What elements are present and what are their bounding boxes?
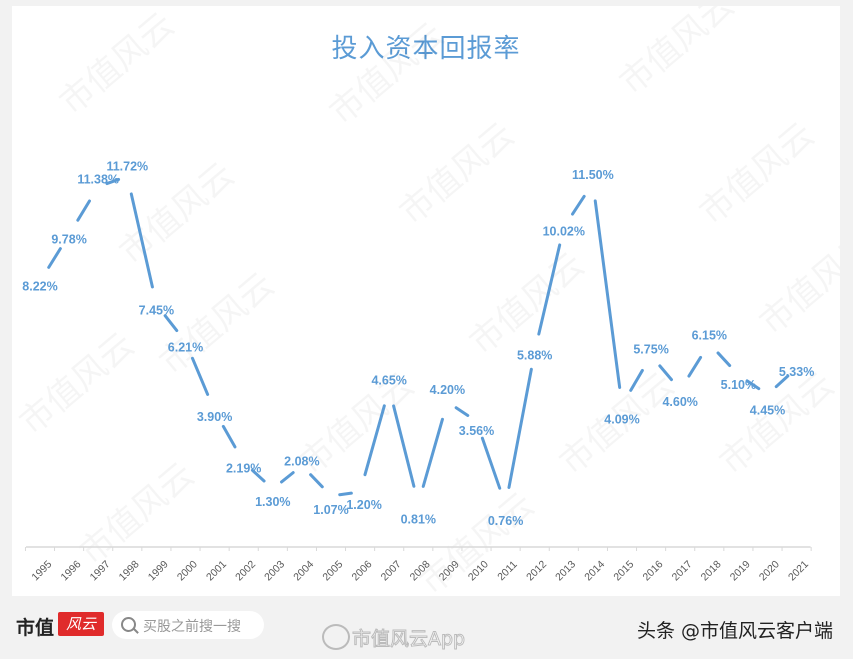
x-tick-label: 2006 <box>349 558 374 583</box>
line-segment <box>76 199 91 222</box>
watermark-text: 市值风云 <box>612 6 742 103</box>
x-tick-label: 2015 <box>611 558 636 583</box>
line-segment <box>537 243 562 336</box>
line-segment <box>163 314 179 333</box>
x-tick-label: 2004 <box>291 558 316 583</box>
footer-bar: 市值 风云 买股之前搜一搜 市值风云App 头条 @市值风云客户端 <box>0 600 853 659</box>
line-chart: 市值风云市值风云市值风云市值风云市值风云市值风云市值风云市值风云市值风云市值风云… <box>12 6 840 584</box>
data-label: 10.02% <box>543 224 585 238</box>
data-label: 5.75% <box>633 343 668 357</box>
data-label: 11.72% <box>106 159 148 173</box>
x-tick-label: 2014 <box>582 558 607 583</box>
line-segment <box>129 192 154 289</box>
watermark-text: 市值风云 <box>322 15 452 133</box>
chart-card: 投入资本回报率 市值风云市值风云市值风云市值风云市值风云市值风云市值风云市值风云… <box>12 6 840 596</box>
line-segment <box>745 379 761 391</box>
x-tick-label: 2021 <box>786 558 811 583</box>
brand-logo: 风云 <box>58 612 104 636</box>
weibo-icon <box>322 624 350 650</box>
watermark-text: 市值风云 <box>752 225 840 343</box>
data-label: 8.22% <box>22 279 57 293</box>
line-segment <box>221 424 237 449</box>
line-segment <box>105 177 121 186</box>
data-label: 4.60% <box>662 395 697 409</box>
line-segment <box>571 194 586 216</box>
line-segment <box>480 436 502 490</box>
data-label: 5.10% <box>721 378 756 392</box>
watermark-text: 市值风云 <box>692 115 822 233</box>
data-label: 5.33% <box>779 365 814 379</box>
data-label: 1.07% <box>313 503 348 517</box>
search-box[interactable]: 买股之前搜一搜 <box>112 611 264 639</box>
data-label: 5.88% <box>517 349 552 363</box>
line-segment <box>190 356 210 396</box>
x-tick-label: 2013 <box>553 558 578 583</box>
watermark-text: 市值风云 <box>392 115 522 233</box>
data-label: 11.38% <box>77 173 119 187</box>
x-tick-label: 2007 <box>379 558 404 583</box>
data-label: 2.19% <box>226 461 261 475</box>
x-tick-label: 2012 <box>524 558 549 583</box>
x-tick-label: 2018 <box>699 558 724 583</box>
x-tick-label: 2011 <box>495 559 520 584</box>
x-tick-label: 2016 <box>640 558 665 583</box>
line-segment <box>716 351 732 368</box>
line-segment <box>629 368 644 392</box>
data-label: 6.15% <box>692 329 727 343</box>
toutiao-account: 头条 @市值风云客户端 <box>636 620 833 642</box>
chart-title: 投入资本回报率 <box>331 34 521 64</box>
watermark-text: 市值风云 <box>12 325 142 443</box>
data-label: 4.65% <box>371 374 406 388</box>
data-label: 3.56% <box>459 424 494 438</box>
search-placeholder: 买股之前搜一搜 <box>143 619 241 635</box>
data-label: 2.08% <box>284 455 319 469</box>
data-label: 4.20% <box>430 383 465 397</box>
data-label: 0.76% <box>488 514 523 528</box>
x-tick-label: 2005 <box>320 558 345 583</box>
weibo-watermark: 市值风云App <box>322 624 466 651</box>
x-tick-label: 1995 <box>29 558 54 583</box>
data-label: 6.21% <box>168 341 203 355</box>
x-tick-label: 2003 <box>262 558 287 583</box>
line-segment <box>421 417 444 488</box>
x-tick-label: 2002 <box>233 558 258 583</box>
x-tick-label: 2000 <box>175 558 200 583</box>
watermark-text: 市值风云 <box>462 245 592 363</box>
data-label: 1.20% <box>346 498 381 512</box>
line-segment <box>250 468 266 483</box>
line-segment <box>338 491 353 497</box>
data-label: 1.30% <box>255 495 290 509</box>
x-tick-label: 1999 <box>146 558 171 583</box>
x-tick-label: 2020 <box>757 558 782 583</box>
search-icon <box>121 617 136 632</box>
line-segment <box>774 374 790 389</box>
data-label: 11.50% <box>572 168 614 182</box>
x-tick-label: 2001 <box>204 558 229 583</box>
x-tick-label: 1996 <box>58 558 83 583</box>
line-segment <box>280 471 295 484</box>
line-segment <box>392 404 416 488</box>
data-label: 4.45% <box>750 404 785 418</box>
line-segment <box>47 247 62 269</box>
weibo-account: 市值风云App <box>351 628 466 651</box>
data-label: 0.81% <box>401 513 436 527</box>
data-label: 4.09% <box>604 412 639 426</box>
line-segment <box>309 473 324 489</box>
watermark-text: 市值风云 <box>72 455 202 573</box>
line-segment <box>454 406 470 417</box>
x-tick-label: 2019 <box>728 558 753 583</box>
brand-name: 市值 <box>16 617 55 639</box>
x-tick-label: 2017 <box>670 558 695 583</box>
line-segment <box>593 199 622 389</box>
x-tick-label: 1998 <box>117 558 142 583</box>
data-label: 7.45% <box>139 304 174 318</box>
line-segment <box>658 364 673 382</box>
watermark-text: 市值风云 <box>52 6 182 123</box>
data-label: 9.78% <box>51 233 86 247</box>
line-segment <box>507 367 533 490</box>
line-segment <box>687 355 703 378</box>
data-label: 3.90% <box>197 410 232 424</box>
line-segment <box>363 404 386 477</box>
